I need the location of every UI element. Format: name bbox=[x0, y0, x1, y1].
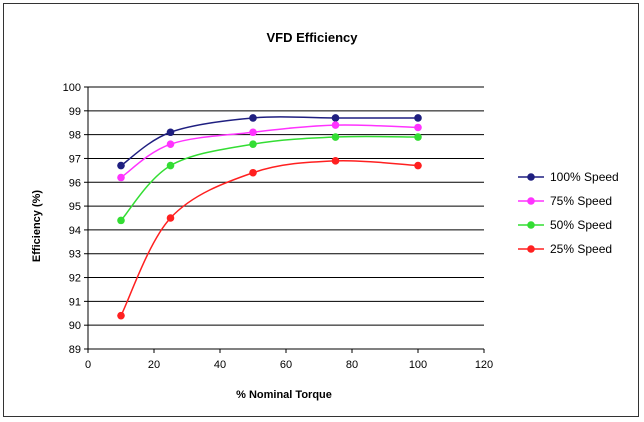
legend-label: 50% Speed bbox=[550, 218, 612, 232]
series-line bbox=[121, 136, 418, 220]
data-point bbox=[332, 157, 340, 165]
y-tick-label: 100 bbox=[63, 82, 81, 94]
y-tick-label: 93 bbox=[69, 249, 81, 261]
legend-label: 75% Speed bbox=[550, 194, 612, 208]
data-point bbox=[117, 174, 125, 182]
x-axis-title: % Nominal Torque bbox=[236, 389, 332, 401]
data-point bbox=[249, 114, 257, 122]
legend-label: 100% Speed bbox=[550, 170, 619, 184]
data-point bbox=[167, 162, 175, 170]
data-point bbox=[167, 140, 175, 148]
data-point bbox=[249, 169, 257, 177]
y-tick-label: 99 bbox=[69, 106, 81, 118]
legend-marker bbox=[527, 197, 535, 205]
data-point bbox=[332, 121, 340, 129]
series-line bbox=[121, 161, 418, 316]
y-tick-label: 95 bbox=[69, 201, 81, 213]
data-point bbox=[414, 114, 422, 122]
legend-marker bbox=[527, 245, 535, 253]
data-point bbox=[332, 114, 340, 122]
legend-label: 25% Speed bbox=[550, 242, 612, 256]
chart-title: VFD Efficiency bbox=[266, 30, 358, 45]
data-point bbox=[414, 162, 422, 170]
data-point bbox=[167, 128, 175, 136]
data-point bbox=[167, 214, 175, 222]
data-point bbox=[414, 133, 422, 141]
data-point bbox=[117, 217, 125, 225]
x-tick-label: 100 bbox=[409, 359, 427, 371]
x-tick-label: 120 bbox=[475, 359, 493, 371]
data-point bbox=[332, 133, 340, 141]
data-point bbox=[117, 312, 125, 320]
y-tick-label: 89 bbox=[69, 344, 81, 356]
data-point bbox=[249, 128, 257, 136]
y-tick-label: 90 bbox=[69, 320, 81, 332]
x-tick-label: 40 bbox=[214, 359, 226, 371]
data-point bbox=[249, 140, 257, 148]
x-tick-label: 20 bbox=[148, 359, 160, 371]
y-tick-label: 94 bbox=[69, 225, 81, 237]
data-point bbox=[414, 124, 422, 132]
x-tick-label: 60 bbox=[280, 359, 292, 371]
y-tick-label: 91 bbox=[69, 296, 81, 308]
x-tick-label: 80 bbox=[346, 359, 358, 371]
legend-marker bbox=[527, 221, 535, 229]
y-tick-label: 92 bbox=[69, 273, 81, 285]
x-tick-label: 0 bbox=[85, 359, 91, 371]
data-point bbox=[117, 162, 125, 170]
y-tick-label: 98 bbox=[69, 130, 81, 142]
y-tick-label: 96 bbox=[69, 177, 81, 189]
y-axis-title: Efficiency (%) bbox=[31, 190, 43, 262]
y-tick-label: 97 bbox=[69, 153, 81, 165]
legend-marker bbox=[527, 173, 535, 181]
